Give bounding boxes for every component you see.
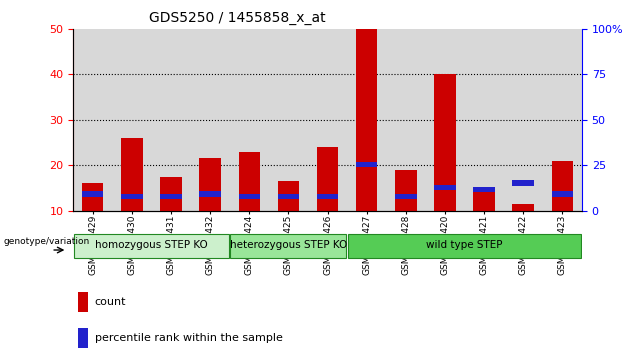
- Bar: [230, 29, 269, 211]
- Bar: [543, 29, 582, 211]
- Bar: [82, 192, 104, 197]
- Text: count: count: [95, 297, 126, 307]
- Bar: [551, 160, 573, 211]
- Bar: [425, 29, 464, 211]
- Bar: [395, 194, 417, 199]
- FancyBboxPatch shape: [348, 234, 581, 258]
- Bar: [191, 29, 230, 211]
- Bar: [78, 328, 88, 348]
- Bar: [434, 74, 456, 211]
- Bar: [513, 204, 534, 211]
- Bar: [356, 162, 377, 167]
- Bar: [113, 29, 151, 211]
- Bar: [308, 29, 347, 211]
- FancyBboxPatch shape: [74, 234, 229, 258]
- FancyBboxPatch shape: [230, 234, 347, 258]
- Bar: [395, 170, 417, 211]
- Bar: [464, 29, 504, 211]
- Text: GDS5250 / 1455858_x_at: GDS5250 / 1455858_x_at: [149, 11, 326, 25]
- Bar: [82, 183, 104, 211]
- Bar: [386, 29, 425, 211]
- Bar: [121, 138, 142, 211]
- Bar: [151, 29, 191, 211]
- Text: genotype/variation: genotype/variation: [4, 237, 90, 246]
- Bar: [238, 152, 260, 211]
- Text: wild type STEP: wild type STEP: [426, 240, 503, 250]
- Bar: [73, 29, 113, 211]
- Bar: [238, 194, 260, 199]
- Text: percentile rank within the sample: percentile rank within the sample: [95, 333, 282, 343]
- Bar: [473, 190, 495, 211]
- Bar: [551, 192, 573, 197]
- Bar: [160, 176, 182, 211]
- Bar: [317, 147, 338, 211]
- Text: homozygous STEP KO: homozygous STEP KO: [95, 240, 208, 250]
- Bar: [78, 292, 88, 312]
- Bar: [317, 194, 338, 199]
- Bar: [347, 29, 386, 211]
- Bar: [121, 194, 142, 199]
- Bar: [278, 194, 299, 199]
- Bar: [269, 29, 308, 211]
- Bar: [160, 194, 182, 199]
- Bar: [473, 187, 495, 192]
- Bar: [199, 192, 221, 197]
- Bar: [278, 181, 299, 211]
- Bar: [356, 29, 377, 211]
- Bar: [504, 29, 543, 211]
- Text: heterozygous STEP KO: heterozygous STEP KO: [230, 240, 347, 250]
- Bar: [434, 185, 456, 190]
- Bar: [199, 158, 221, 211]
- Bar: [513, 180, 534, 185]
